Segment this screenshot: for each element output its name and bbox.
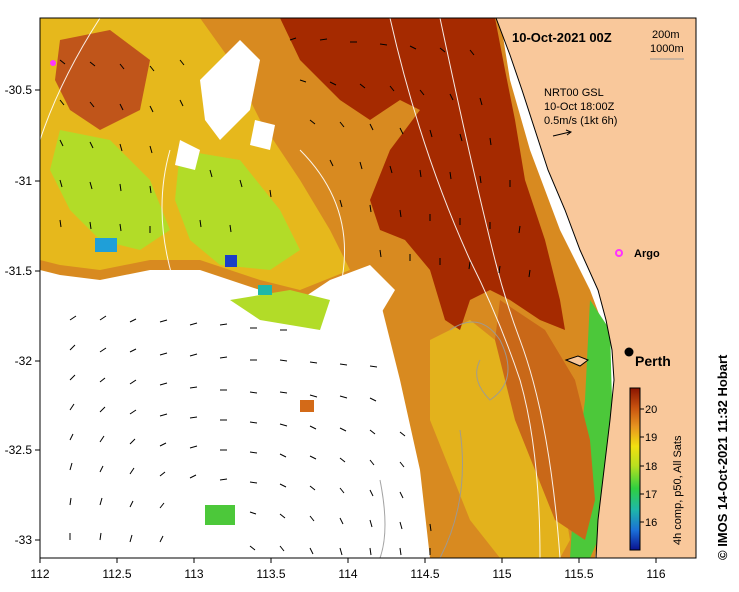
argo-label: Argo [634,248,660,260]
sst-warm-patch [300,400,314,412]
sst-layer-hot [280,18,565,330]
x-tick-label: 115 [492,567,511,581]
current-time-label: 10-Oct 18:00Z [544,101,615,113]
sst-layer-warm-coast [495,300,595,540]
axis-tick-marks [35,89,657,563]
sst-layer-green [50,130,330,330]
colorbar-tick-label: 18 [645,461,657,473]
scale-label-1000m: 1000m [650,43,684,55]
date-title: 10-Oct-2021 00Z [512,30,612,45]
sst-layer-hot-west [55,30,150,130]
credit-label: © IMOS 14-Oct-2021 11:32 Hobart [715,354,730,560]
swan-river-estuary [564,355,590,367]
argo-float-icon-west [50,60,56,66]
cloud-hole-3 [330,265,395,315]
x-tick-label: 113.5 [256,567,285,581]
sst-cool-patch-2 [258,285,272,295]
cloud-hole [200,40,260,140]
x-tick-label: 115.5 [564,567,593,581]
y-tick-label: -32 [15,354,33,368]
y-tick-label: -31.5 [5,264,33,278]
plot-frame [39,17,697,559]
perth-label: Perth [635,353,671,369]
colorbar-tick-label: 16 [645,517,657,529]
colorbar-label: 4h comp, p50, All Sats [672,435,684,545]
argo-float-icon [615,249,623,257]
colorbar-tick-label: 20 [645,404,657,416]
x-tick-label: 112 [30,567,49,581]
y-tick-label: -31 [15,174,33,188]
x-tick-label: 116 [646,567,665,581]
current-vectors [59,37,531,556]
arrow-icon [552,129,573,137]
sst-cold-patch [225,255,237,267]
x-tick-label: 114.5 [410,567,439,581]
sst-layer-yellow-south [430,320,570,558]
current-scale-label: 0.5m/s (1kt 6h) [544,115,617,127]
contour-lines-1000m [379,321,509,558]
current-source-label: NRT00 GSL [544,87,604,99]
sst-cool-patch [95,238,117,252]
colorbar-tick-label: 17 [645,489,657,501]
x-tick-label: 112.5 [102,567,131,581]
land-mass [495,18,696,558]
y-tick-label: -32.5 [5,443,33,457]
colorbar [629,387,641,551]
x-tick-label: 113 [184,567,203,581]
perth-city-icon [624,347,634,357]
map-plot-area [40,18,696,558]
y-tick-label: -33 [15,533,33,547]
colorbar-ticks [640,408,644,523]
contour-lines-200m [40,18,561,558]
y-tick-label: -30.5 [5,83,33,97]
scale-label-200m: 200m [652,29,680,41]
sst-green-patch [205,505,235,525]
cloud-hole-2 [175,120,275,170]
colorbar-tick-label: 19 [645,432,657,444]
x-tick-label: 114 [338,567,357,581]
